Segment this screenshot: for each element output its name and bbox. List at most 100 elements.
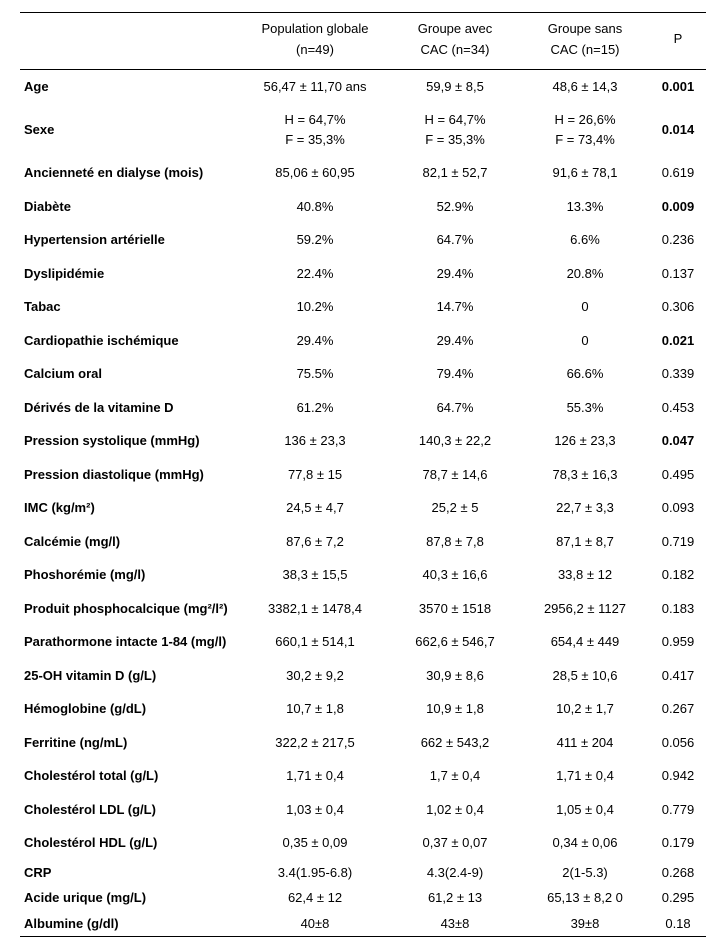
cell-p: 0.942 — [650, 759, 706, 793]
cell-cac: 52.9% — [390, 190, 520, 224]
col-header-p: P — [650, 13, 706, 70]
cell-cac: 0,37 ± 0,07 — [390, 826, 520, 860]
cell-p: 0.339 — [650, 357, 706, 391]
table-row: Hypertension artérielle59.2%64.7%6.6%0.2… — [20, 223, 706, 257]
cell-cac: 59,9 ± 8,5 — [390, 69, 520, 103]
cell-sans: 87,1 ± 8,7 — [520, 525, 650, 559]
cell-sans: 126 ± 23,3 — [520, 424, 650, 458]
cell-cac: 3570 ± 1518 — [390, 592, 520, 626]
cell-p: 0.179 — [650, 826, 706, 860]
table-row: Dérivés de la vitamine D61.2%64.7%55.3%0… — [20, 391, 706, 425]
cell-global: 0,35 ± 0,09 — [240, 826, 390, 860]
table-row: Pression systolique (mmHg)136 ± 23,3140,… — [20, 424, 706, 458]
cell-cac: 82,1 ± 52,7 — [390, 156, 520, 190]
cell-global: 24,5 ± 4,7 — [240, 491, 390, 525]
header-line: CAC (n=34) — [421, 42, 490, 57]
table-body: Age56,47 ± 11,70 ans59,9 ± 8,548,6 ± 14,… — [20, 69, 706, 937]
cell-p: 0.495 — [650, 458, 706, 492]
table-row: Cholestérol LDL (g/L)1,03 ± 0,41,02 ± 0,… — [20, 793, 706, 827]
cell-cac: 78,7 ± 14,6 — [390, 458, 520, 492]
table-row: Age56,47 ± 11,70 ans59,9 ± 8,548,6 ± 14,… — [20, 69, 706, 103]
cell-label: Albumine (g/dl) — [20, 911, 240, 937]
cell-cac: 61,2 ± 13 — [390, 885, 520, 911]
cell-global: 1,03 ± 0,4 — [240, 793, 390, 827]
cell-global: 322,2 ± 217,5 — [240, 726, 390, 760]
cell-sans: 654,4 ± 449 — [520, 625, 650, 659]
cell-sans: 66.6% — [520, 357, 650, 391]
cell-cac: 64.7% — [390, 223, 520, 257]
cell-sans: 2(1-5.3) — [520, 860, 650, 886]
table-row: Pression diastolique (mmHg)77,8 ± 1578,7… — [20, 458, 706, 492]
cell-cac: 4.3(2.4-9) — [390, 860, 520, 886]
cell-cac: 25,2 ± 5 — [390, 491, 520, 525]
cell-sans: 22,7 ± 3,3 — [520, 491, 650, 525]
cell-global: 10.2% — [240, 290, 390, 324]
cell-p: 0.306 — [650, 290, 706, 324]
cell-sans: 39±8 — [520, 911, 650, 937]
table-row: Tabac10.2%14.7%00.306 — [20, 290, 706, 324]
cell-label: Acide urique (mg/L) — [20, 885, 240, 911]
cell-p: 0.093 — [650, 491, 706, 525]
table-row: 25-OH vitamin D (g/L)30,2 ± 9,230,9 ± 8,… — [20, 659, 706, 693]
cell-sans: 0,34 ± 0,06 — [520, 826, 650, 860]
cell-label: Cholestérol LDL (g/L) — [20, 793, 240, 827]
cell-global: 75.5% — [240, 357, 390, 391]
table-row: CRP3.4(1.95-6.8)4.3(2.4-9)2(1-5.3)0.268 — [20, 860, 706, 886]
table-row: IMC (kg/m²)24,5 ± 4,725,2 ± 522,7 ± 3,30… — [20, 491, 706, 525]
cell-cac: 30,9 ± 8,6 — [390, 659, 520, 693]
table-row: Calcium oral75.5%79.4%66.6%0.339 — [20, 357, 706, 391]
cell-global: 660,1 ± 514,1 — [240, 625, 390, 659]
cell-label: Calcémie (mg/l) — [20, 525, 240, 559]
col-header-global: Population globale (n=49) — [240, 13, 390, 70]
cell-cac: 87,8 ± 7,8 — [390, 525, 520, 559]
cell-p: 0.18 — [650, 911, 706, 937]
cell-label: Calcium oral — [20, 357, 240, 391]
cell-cac: 1,02 ± 0,4 — [390, 793, 520, 827]
cell-label: Parathormone intacte 1-84 (mg/l) — [20, 625, 240, 659]
cell-label: Pression diastolique (mmHg) — [20, 458, 240, 492]
cell-p: 0.047 — [650, 424, 706, 458]
cell-sans: 48,6 ± 14,3 — [520, 69, 650, 103]
cell-sans: 13.3% — [520, 190, 650, 224]
cell-global: 30,2 ± 9,2 — [240, 659, 390, 693]
cell-global: 77,8 ± 15 — [240, 458, 390, 492]
cell-cac: 29.4% — [390, 324, 520, 358]
cell-label: Hypertension artérielle — [20, 223, 240, 257]
cell-p: 0.183 — [650, 592, 706, 626]
col-header-cac: Groupe avec CAC (n=34) — [390, 13, 520, 70]
cell-global: 40±8 — [240, 911, 390, 937]
cell-global: 22.4% — [240, 257, 390, 291]
cell-sans: 78,3 ± 16,3 — [520, 458, 650, 492]
cell-cac: 140,3 ± 22,2 — [390, 424, 520, 458]
cell-label: Dérivés de la vitamine D — [20, 391, 240, 425]
cell-label: Cholestérol total (g/L) — [20, 759, 240, 793]
cell-label: 25-OH vitamin D (g/L) — [20, 659, 240, 693]
cell-sans: 6.6% — [520, 223, 650, 257]
cell-global: H = 64,7%F = 35,3% — [240, 103, 390, 156]
cell-cac: 29.4% — [390, 257, 520, 291]
cell-sans: H = 26,6%F = 73,4% — [520, 103, 650, 156]
cell-label: Ancienneté en dialyse (mois) — [20, 156, 240, 190]
cell-p: 0.268 — [650, 860, 706, 886]
cell-global: 3.4(1.95-6.8) — [240, 860, 390, 886]
cell-p: 0.236 — [650, 223, 706, 257]
table-row: Cholestérol total (g/L)1,71 ± 0,41,7 ± 0… — [20, 759, 706, 793]
cell-global: 85,06 ± 60,95 — [240, 156, 390, 190]
cell-label: Dyslipidémie — [20, 257, 240, 291]
cell-p: 0.021 — [650, 324, 706, 358]
table-row: Cardiopathie ischémique29.4%29.4%00.021 — [20, 324, 706, 358]
cell-global: 29.4% — [240, 324, 390, 358]
cell-sans: 1,71 ± 0,4 — [520, 759, 650, 793]
table-row: Dyslipidémie22.4%29.4%20.8%0.137 — [20, 257, 706, 291]
cell-label: Cholestérol HDL (g/L) — [20, 826, 240, 860]
cell-label: Diabète — [20, 190, 240, 224]
table-row: Ancienneté en dialyse (mois)85,06 ± 60,9… — [20, 156, 706, 190]
cell-sans: 2956,2 ± 1127 — [520, 592, 650, 626]
cell-cac: 662,6 ± 546,7 — [390, 625, 520, 659]
cell-p: 0.719 — [650, 525, 706, 559]
cell-cac: 79.4% — [390, 357, 520, 391]
header-line: Groupe avec — [418, 21, 492, 36]
cell-label: Ferritine (ng/mL) — [20, 726, 240, 760]
data-table: Population globale (n=49) Groupe avec CA… — [20, 12, 706, 937]
cell-p: 0.056 — [650, 726, 706, 760]
